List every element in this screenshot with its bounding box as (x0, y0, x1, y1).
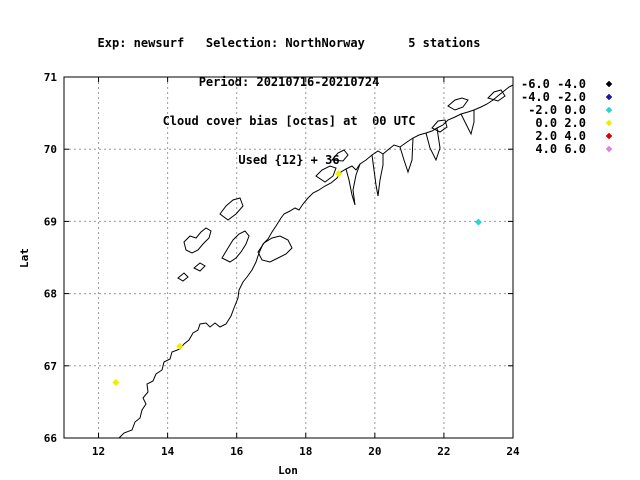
legend-marker (605, 132, 613, 140)
legend-label: 0.0 2.0 (535, 116, 586, 130)
legend-marker (605, 106, 613, 114)
legend: -6.0 -4.0-4.0 -2.0-2.0 0.00.0 2.02.0 4.0… (521, 77, 613, 156)
plot-frame (63, 76, 514, 439)
coastline-island-andoya (219, 197, 244, 221)
x-axis-label: Lon (278, 464, 298, 477)
coastline-island-vesteralen (221, 230, 250, 263)
x-tick-label: 24 (506, 445, 520, 458)
coastline-fjord-2 (371, 154, 384, 197)
legend-marker (605, 145, 613, 153)
coastline-island-soroya (447, 97, 469, 111)
y-tick-label: 66 (44, 432, 58, 445)
legend-marker (605, 80, 613, 88)
y-tick-label: 68 (44, 288, 57, 301)
legend-label: -4.0 -2.0 (521, 90, 586, 104)
coastline-mainland (118, 84, 514, 439)
coastline-fjord-4 (425, 127, 441, 162)
chart-title: Exp: newsurf Selection: NorthNorway 5 st… (0, 11, 578, 180)
legend-marker (605, 119, 613, 127)
x-tick-label: 20 (368, 445, 381, 458)
coastline-island-senja (257, 235, 293, 263)
coastline (118, 84, 514, 439)
x-tick-label: 22 (437, 445, 450, 458)
station-point (474, 218, 483, 226)
grid-lines (64, 77, 513, 438)
coastline-island-kvaloya (315, 165, 337, 183)
coastline-island-small-1 (193, 262, 206, 272)
legend-marker (605, 93, 613, 101)
coastline-island-seiland (431, 119, 448, 133)
y-tick-label: 67 (44, 360, 57, 373)
coastline-island-mageroya (487, 89, 506, 102)
station-point (335, 170, 343, 178)
legend-label: 2.0 4.0 (535, 129, 586, 143)
coastline-island-lofoten (183, 227, 212, 254)
axis-ticks: 12 14 16 18 20 22 24 66 67 68 69 70 71 (44, 71, 520, 458)
title-line-1: Exp: newsurf Selection: NorthNorway 5 st… (97, 36, 481, 50)
coastline-island-small-2 (177, 272, 189, 282)
coastline-fjord-3 (399, 137, 414, 174)
station-point (176, 342, 184, 350)
y-tick-label: 71 (44, 71, 58, 84)
x-tick-label: 16 (230, 445, 244, 458)
coastline-fjord-1 (345, 163, 361, 206)
coastline-island-ringvassoya (330, 149, 349, 162)
title-line-3: Cloud cover bias [octas] at 00 UTC (162, 114, 416, 128)
title-line-4: Used {12} + 36 (238, 153, 340, 167)
y-tick-label: 69 (44, 215, 57, 228)
x-tick-label: 18 (299, 445, 312, 458)
coastline-fjord-5 (460, 110, 475, 136)
station-point (112, 378, 120, 386)
y-axis-label: Lat (18, 248, 31, 268)
y-tick-label: 70 (44, 143, 57, 156)
x-tick-label: 14 (161, 445, 175, 458)
data-points (112, 170, 483, 386)
title-line-2: Period: 20210716-20210724 (198, 75, 380, 89)
legend-label: 4.0 6.0 (535, 142, 586, 156)
legend-label: -6.0 -4.0 (521, 77, 586, 91)
legend-label: -2.0 0.0 (528, 103, 586, 117)
x-tick-label: 12 (92, 445, 105, 458)
